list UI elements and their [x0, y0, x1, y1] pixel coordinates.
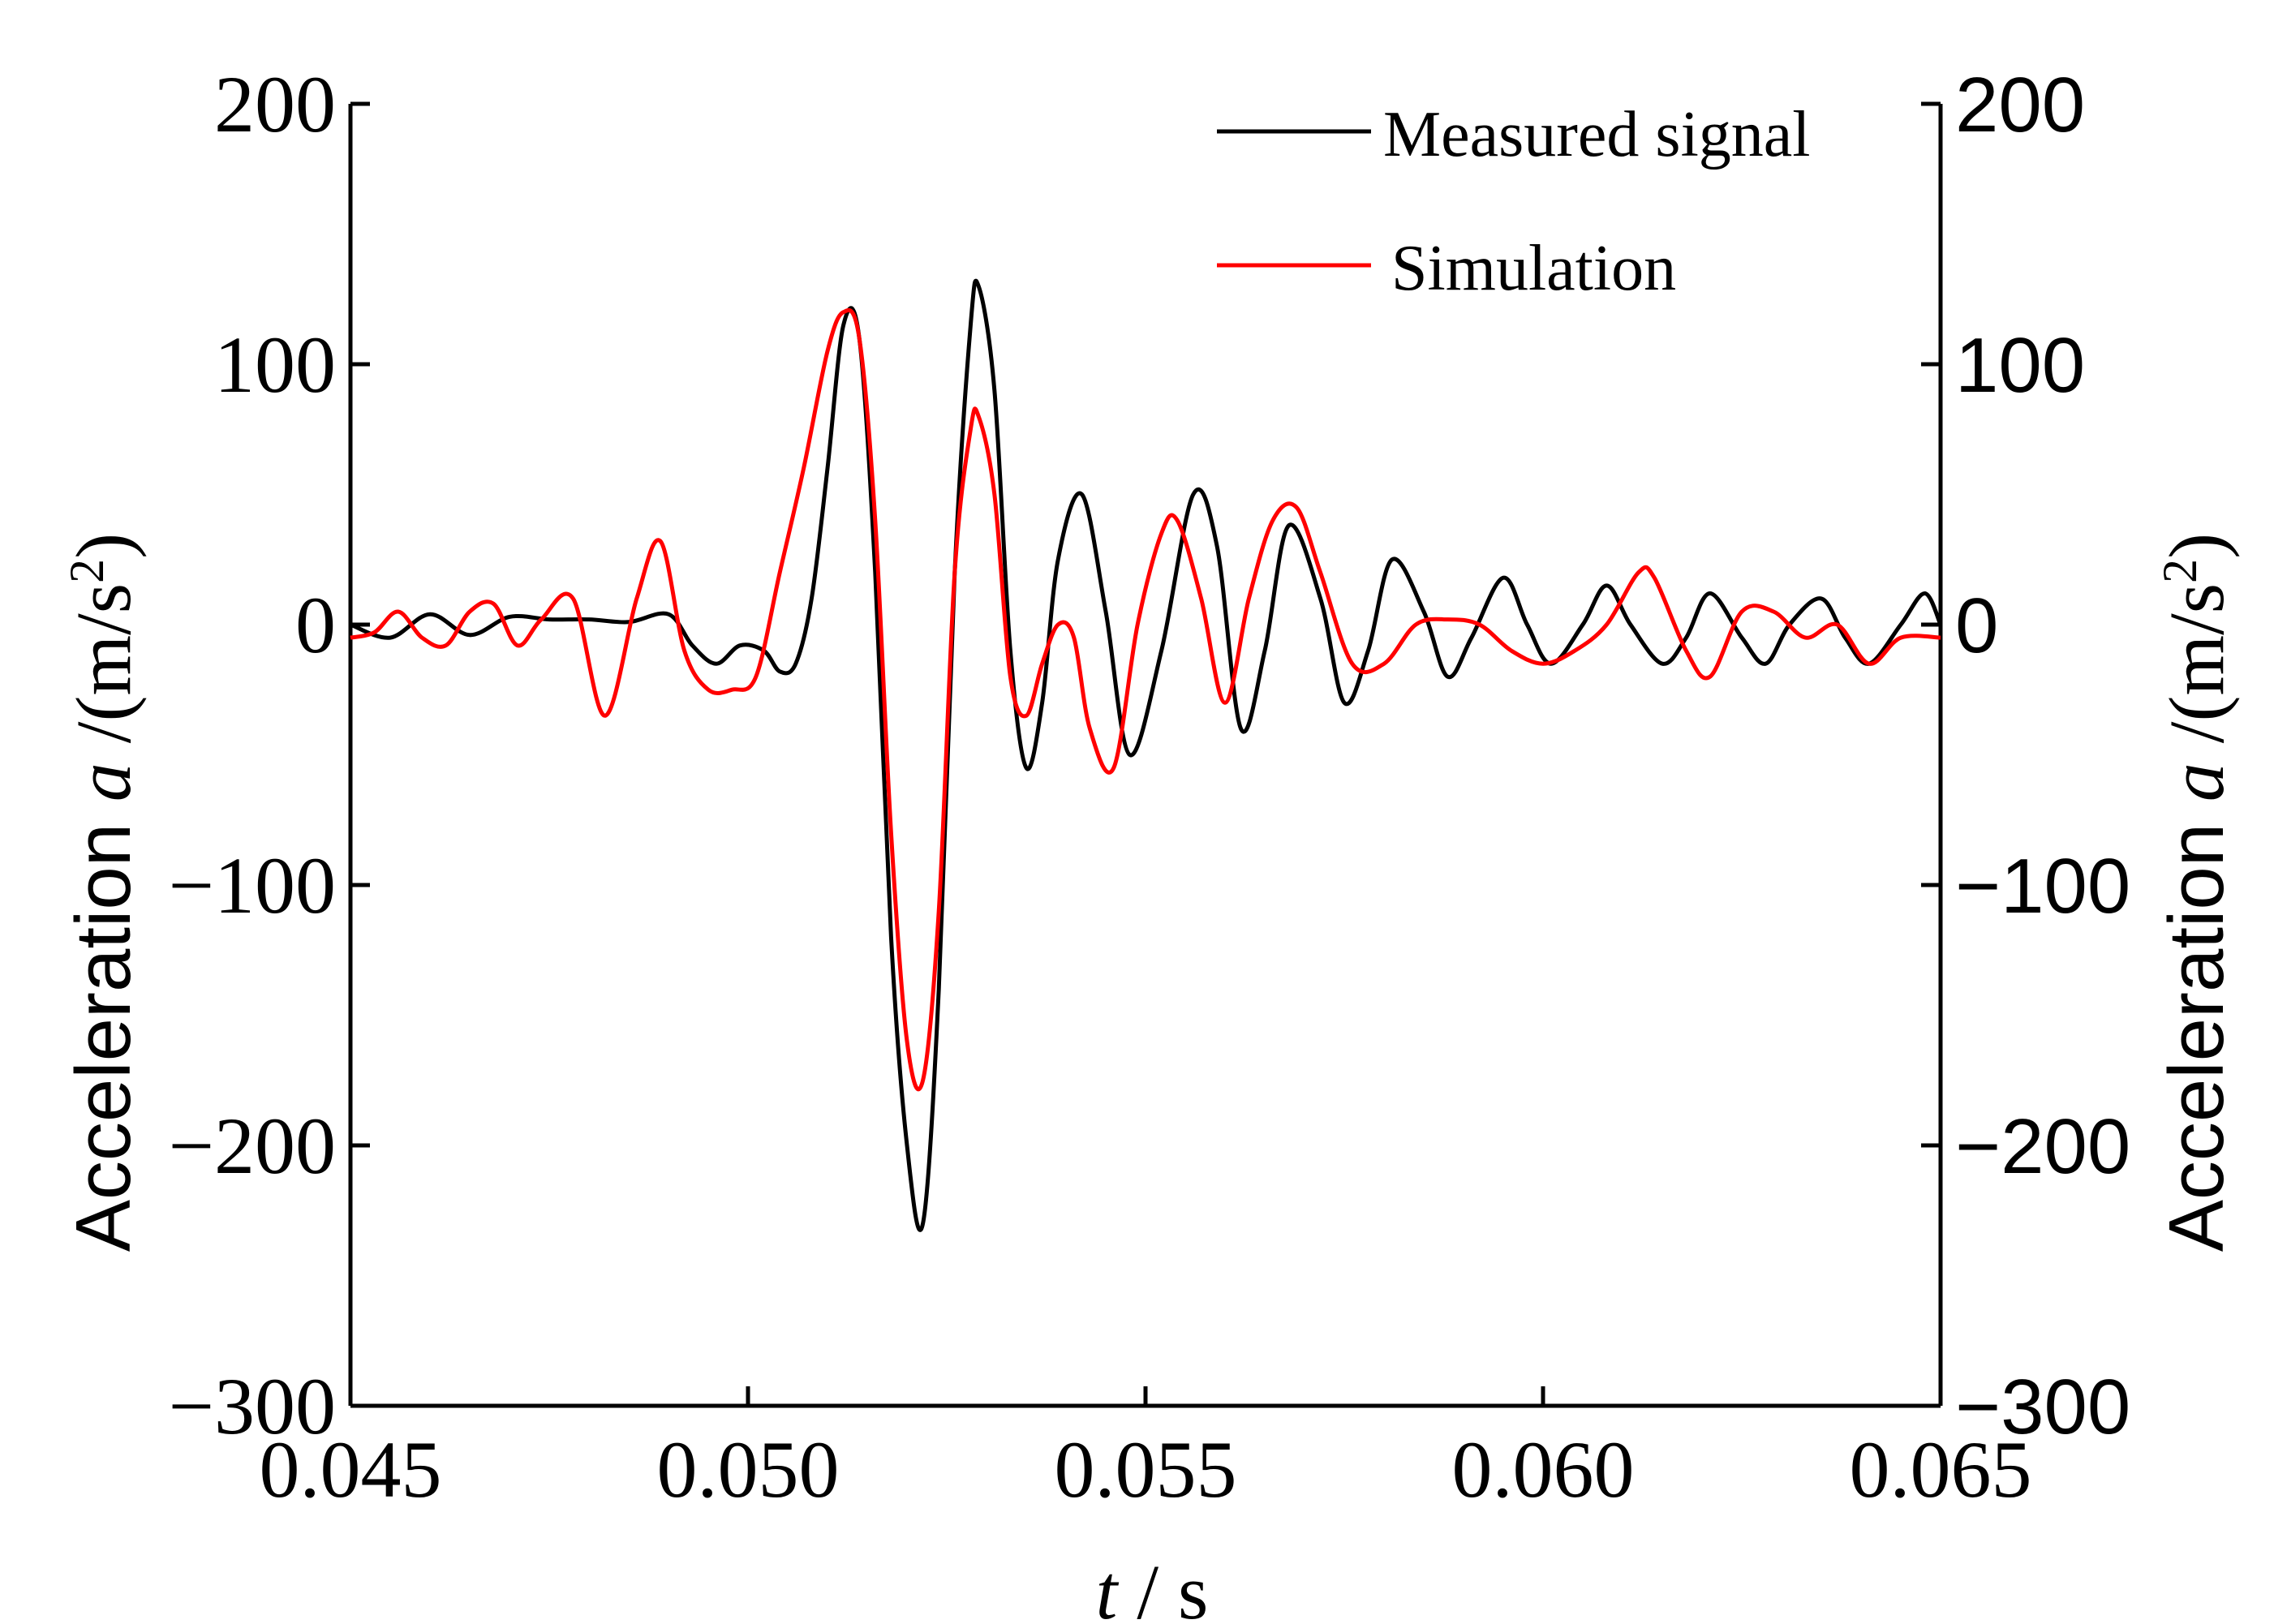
y-label-left-close: ) — [60, 533, 147, 559]
y-label-left-word: Acceleration — [60, 801, 147, 1252]
y-axis-label-left: Acceleration a /(m/s2) — [60, 533, 147, 1252]
series-simulation — [350, 307, 1941, 1092]
y-label-left-exp: 2 — [60, 559, 114, 583]
x-tick-label: 0.045 — [260, 1424, 442, 1514]
axes: −300 −300 −200 −200 −100 −100 0 0 100 100 200 200 0.… — [169, 59, 2131, 1514]
y-label-left-unit: /(m/s — [60, 583, 147, 763]
y-axis-label-right: Acceleration a /(m/s2) — [2153, 533, 2240, 1252]
x-axis-label-unit: / s — [1117, 1549, 1208, 1624]
y-tick-label-left: −100 — [169, 840, 336, 930]
y-tick-label-left: −300 — [169, 1361, 336, 1451]
y-tick-label-right: −200 — [1955, 1103, 2130, 1190]
y-label-right-unit: /(m/s — [2153, 583, 2240, 763]
x-tick-label: 0.050 — [657, 1424, 840, 1514]
y-tick-label-left: 100 — [214, 320, 336, 410]
x-tick-label: 0.060 — [1452, 1424, 1635, 1514]
legend-label-simulation: Simulation — [1391, 233, 1676, 304]
y-tick-label-left: 0 — [295, 580, 336, 670]
legend-label-measured: Measured signal — [1383, 99, 1811, 170]
x-tick-label: 0.065 — [1850, 1424, 2032, 1514]
y-label-right-exp: 2 — [2153, 559, 2207, 583]
y-tick-label-left: −200 — [169, 1101, 336, 1191]
x-axis-label: t / s — [1096, 1549, 1209, 1624]
y-tick-label-right: −300 — [1955, 1364, 2130, 1450]
y-tick-label-right: 0 — [1955, 582, 1998, 669]
y-tick-label-right: 200 — [1955, 62, 2085, 148]
x-axis-label-var: t — [1096, 1549, 1120, 1624]
y-tick-label-right: −100 — [1955, 843, 2130, 930]
y-tick-label-right: 100 — [1955, 322, 2085, 409]
x-tick-label: 0.055 — [1055, 1424, 1237, 1514]
series-measured-signal — [350, 278, 1943, 1232]
y-label-right-word: Acceleration — [2153, 801, 2240, 1252]
series-layer — [350, 278, 1943, 1232]
y-tick-label-left: 200 — [214, 59, 336, 149]
y-label-left-var: a — [60, 763, 147, 801]
y-label-right-var: a — [2153, 763, 2240, 801]
y-label-right-close: ) — [2153, 533, 2240, 559]
legend: Measured signal Simulation — [1217, 99, 1811, 304]
